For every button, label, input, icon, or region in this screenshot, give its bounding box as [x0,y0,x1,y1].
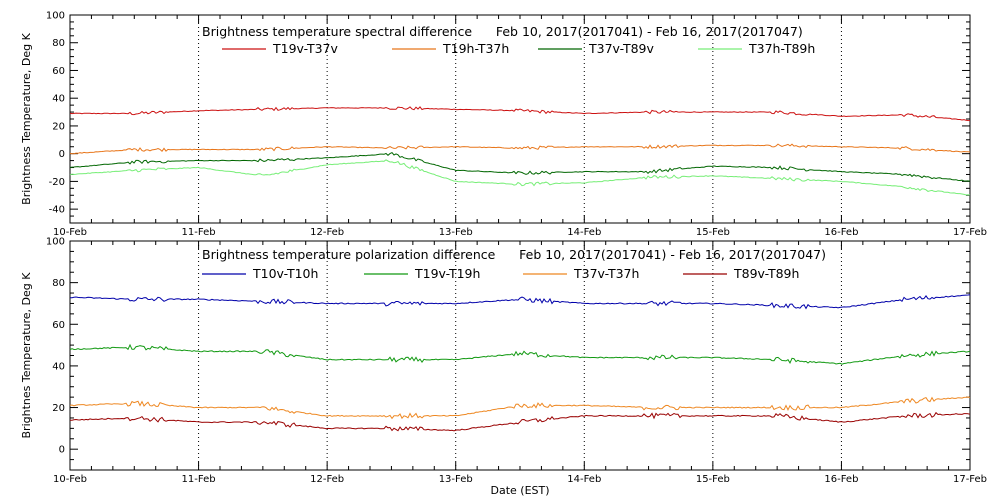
x-tick-label: 14-Feb [567,474,601,485]
y-tick-label: -40 [49,205,65,216]
x-tick-label: 13-Feb [439,227,473,238]
y-tick-label: 0 [59,445,65,456]
x-tick-label: 12-Feb [310,474,344,485]
legend-label-t37v-t37h: T37v-T37h [573,266,639,281]
y-tick-label: -20 [49,177,65,188]
polarization-panel-x-ticks: 10-Feb 11-Feb 12-Feb 13-Feb 14-Feb 15-Feb 16-F… [53,241,987,485]
x-tick-label: 15-Feb [696,474,730,485]
series-line-t37v-t89v [69,151,971,182]
polarization-panel-y-ticks: 0 20 40 60 80 100 [46,237,970,471]
x-tick-label: 16-Feb [824,474,858,485]
x-tick-label: 10-Feb [53,227,87,238]
y-tick-label: 60 [52,66,65,77]
spectral-panel-x-ticks: 10-Feb 11-Feb 12-Feb 13-Feb 14-Feb 15-Feb 16-F… [53,15,987,238]
x-tick-label: 11-Feb [182,227,216,238]
series-line-t19h-t37h [69,143,971,155]
y-tick-label: 40 [52,94,65,105]
polarization-panel-y-axis-label: Brightnes Temperature, Deg K [20,272,33,439]
polarization-panel-legend: T10v-T10h T19v-T19h T37v-T37h T89v-T89h [202,266,799,281]
x-tick-label: 11-Feb [182,474,216,485]
polarization-panel-series [69,294,971,432]
y-tick-label: 80 [52,38,65,49]
legend-label-t19v-t19h: T19v-T19h [414,266,480,281]
polarization-difference-panel: 0 20 40 60 80 100 10-Feb 11-Feb 12-Feb 13-Feb 14-… [20,237,987,486]
x-tick-label: 14-Feb [567,227,601,238]
x-tick-label: 16-Feb [824,227,858,238]
x-tick-label: 12-Feb [310,227,344,238]
series-line-t19v-t37v [69,106,971,122]
y-tick-label: 20 [52,121,65,132]
spectral-panel-series [69,106,971,196]
legend-label-t10v-t10h: T10v-T10h [252,266,318,281]
legend-label-t89v-t89h: T89v-T89h [733,266,799,281]
y-tick-label: 60 [52,320,65,331]
x-tick-label: 15-Feb [696,227,730,238]
legend-label-t37v-t89v: T37v-T89v [588,41,655,56]
legend-label-t19v-t37v: T19v-T37v [272,41,339,56]
y-tick-label: 80 [52,278,65,289]
spectral-panel-grid [198,15,842,223]
series-line-t37h-t89h [69,159,971,196]
series-line-t89v-t89h [69,411,971,432]
spectral-panel-y-axis-label: Brightness Temperature, Deg K [20,32,33,204]
x-axis-label: Date (EST) [490,484,549,497]
spectral-panel-legend: T19v-T37v T19h-T37h T37v-T89v T37h-T89h [222,41,815,56]
x-tick-label: 13-Feb [439,474,473,485]
legend-label-t19h-t37h: T19h-T37h [442,41,509,56]
polarization-panel-title: Brightness temperature polarization diff… [202,247,826,262]
series-line-t10v-t10h [70,294,971,310]
spectral-panel-title: Brightness temperature spectral differen… [202,24,803,39]
legend-label-t37h-t89h: T37h-T89h [748,41,815,56]
y-tick-label: 100 [46,11,65,22]
series-line-t19v-t19h [69,343,971,365]
y-tick-label: 100 [46,237,65,248]
y-tick-label: 0 [59,149,65,160]
x-tick-label: 10-Feb [53,474,87,485]
y-tick-label: 40 [52,361,65,372]
x-tick-label: 17-Feb [953,227,987,238]
y-tick-label: 20 [52,403,65,414]
series-line-t37v-t37h [69,396,971,420]
x-tick-label: 17-Feb [953,474,987,485]
spectral-difference-panel: -40 -20 0 20 40 60 80 100 10-Feb 11-Feb 12-Feb 13-… [20,11,987,239]
